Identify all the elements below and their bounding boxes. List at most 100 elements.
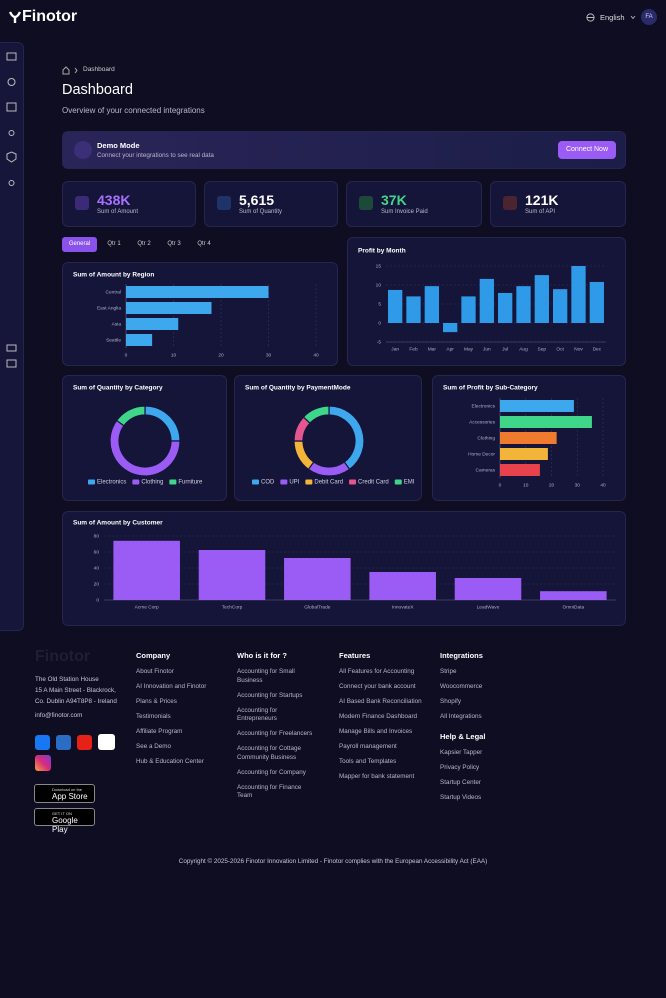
footer-link[interactable]: Accounting for Small Business — [237, 668, 295, 684]
address-line: The Old Station House — [35, 676, 99, 683]
category-label: Jul — [502, 346, 508, 352]
icon[interactable] — [6, 52, 17, 61]
legend-swatch — [394, 479, 402, 485]
language[interactable]: English — [600, 13, 625, 22]
bar — [500, 432, 557, 444]
bar — [500, 416, 592, 428]
category-label: Dec — [593, 346, 602, 352]
footer-link[interactable]: Accounting for Finance Team — [237, 783, 302, 800]
footer-link[interactable]: Startup Videos — [440, 794, 482, 801]
icon[interactable] — [8, 180, 15, 186]
footer-link[interactable]: Accounting for Cottage Community Busines… — [237, 745, 302, 761]
legend-swatch — [280, 479, 288, 485]
page-subtitle: Overview of your connected integrations — [62, 106, 205, 115]
tick-label: 20 — [94, 581, 100, 587]
footer-link[interactable]: Mapper for bank statement — [339, 773, 415, 780]
footer-link[interactable]: About Finotor — [136, 668, 174, 675]
bar — [553, 289, 568, 323]
instagram-icon[interactable] — [35, 755, 51, 771]
category-label: Mar — [428, 346, 437, 352]
footer-link[interactable]: Accounting for Startups — [237, 691, 303, 699]
footer-link[interactable]: Manage Bills and Invoices — [339, 728, 413, 735]
icon[interactable] — [6, 151, 17, 163]
icon[interactable] — [8, 130, 15, 136]
demo-text: Connect your integrations to see real da… — [97, 152, 214, 159]
bar — [443, 323, 458, 333]
footer-link[interactable]: See a Demo — [136, 743, 172, 750]
bar — [388, 289, 403, 323]
category-label: Nov — [574, 346, 583, 352]
demo-icon — [74, 141, 92, 159]
kpi-value: 438K — [97, 192, 131, 208]
footer-link[interactable]: Accounting for Entrepreneurs — [237, 706, 278, 723]
tab[interactable]: Qtr 1 — [107, 241, 121, 247]
chart-title: Sum of Amount by Customer — [73, 520, 163, 527]
footer-link[interactable]: Privacy Policy — [440, 764, 480, 771]
category-label: Acme Corp — [135, 604, 159, 610]
footer-link[interactable]: Connect your bank account — [339, 683, 416, 690]
email[interactable]: info@finotor.com — [35, 712, 83, 719]
footer-link[interactable]: All Features for Accounting — [339, 668, 415, 675]
footer-link[interactable]: Shopify — [440, 698, 462, 705]
tick-label: 60 — [94, 549, 100, 555]
chart-panel — [234, 375, 422, 501]
footer-link[interactable]: Startup Center — [440, 779, 481, 786]
tick-label: 5 — [378, 301, 381, 307]
address-line: 15 A Main Street - Blackrock, — [35, 687, 116, 694]
icon[interactable] — [6, 344, 17, 352]
avatar[interactable]: FA — [641, 9, 657, 25]
footer-link[interactable]: Stripe — [440, 668, 457, 675]
tab[interactable]: Qtr 2 — [137, 241, 151, 247]
breadcrumb[interactable]: Dashboard — [83, 66, 115, 73]
footer-link[interactable]: Modern Finance Dashboard — [339, 713, 418, 720]
footer-link[interactable]: All Integrations — [440, 713, 482, 720]
chart-title: Sum of Quantity by Category — [73, 385, 163, 392]
kpi-value: 121K — [525, 192, 559, 208]
legend-swatch — [349, 479, 357, 485]
tab[interactable]: Qtr 4 — [197, 241, 211, 247]
page-title: Dashboard — [62, 82, 133, 98]
google-play-badge[interactable]: GET IT ON Google Play — [34, 808, 95, 834]
x-icon[interactable] — [98, 734, 115, 750]
footer-link[interactable]: AI Based Bank Reconciliation — [339, 698, 422, 705]
tab[interactable]: Qtr 3 — [167, 241, 181, 247]
icon[interactable] — [7, 78, 16, 86]
icon[interactable] — [6, 359, 17, 368]
footer-link[interactable]: Woocommerce — [440, 683, 483, 690]
badge-small: Download on the — [52, 787, 83, 792]
footer-link[interactable]: Hub & Education Center — [136, 758, 204, 765]
footer-link[interactable]: AI Innovation and Finotor — [136, 683, 207, 690]
top-bar: Finotor English FA — [0, 0, 666, 36]
icon[interactable] — [6, 102, 17, 112]
bar — [498, 292, 513, 323]
footer-link[interactable]: Affiliate Program — [136, 728, 183, 735]
footer-link[interactable]: Plans & Prices — [136, 698, 177, 705]
app-store-badge[interactable]: Download on the App Store — [34, 784, 95, 803]
category-label: Accessories — [469, 419, 495, 425]
tick-label: 20 — [549, 482, 555, 488]
kpi-label: Sum of Amount — [97, 209, 139, 215]
tick-label: 15 — [376, 263, 382, 269]
facebook-icon[interactable] — [35, 735, 50, 750]
footer-link[interactable]: Accounting for Company — [237, 768, 306, 776]
linkedin-icon[interactable] — [56, 735, 71, 750]
category-label: Jun — [483, 346, 491, 352]
kpi-icon — [217, 196, 231, 210]
youtube-icon[interactable] — [77, 735, 92, 750]
bar — [534, 275, 549, 323]
legend-swatch — [305, 479, 313, 485]
footer-link[interactable]: Testimonials — [136, 713, 171, 720]
footer-link[interactable]: Accounting for Freelancers — [237, 730, 313, 737]
footer-link[interactable]: Tools and Templates — [339, 758, 397, 765]
category-label: May — [464, 346, 474, 352]
tab[interactable]: General — [62, 237, 97, 252]
category-label: Jan — [391, 346, 399, 352]
logo[interactable]: Finotor — [22, 8, 78, 25]
footer-column: Company About Finotor AI Innovation and Fi… — [136, 651, 228, 773]
category-label: Aug — [519, 346, 528, 352]
footer-link[interactable]: Kapsier Tapper — [440, 749, 483, 756]
connect-button[interactable]: Connect Now — [558, 141, 616, 159]
footer-heading: Features — [339, 651, 371, 660]
category-label: GlobalTrade — [304, 604, 331, 610]
footer-link[interactable]: Payroll management — [339, 743, 397, 750]
